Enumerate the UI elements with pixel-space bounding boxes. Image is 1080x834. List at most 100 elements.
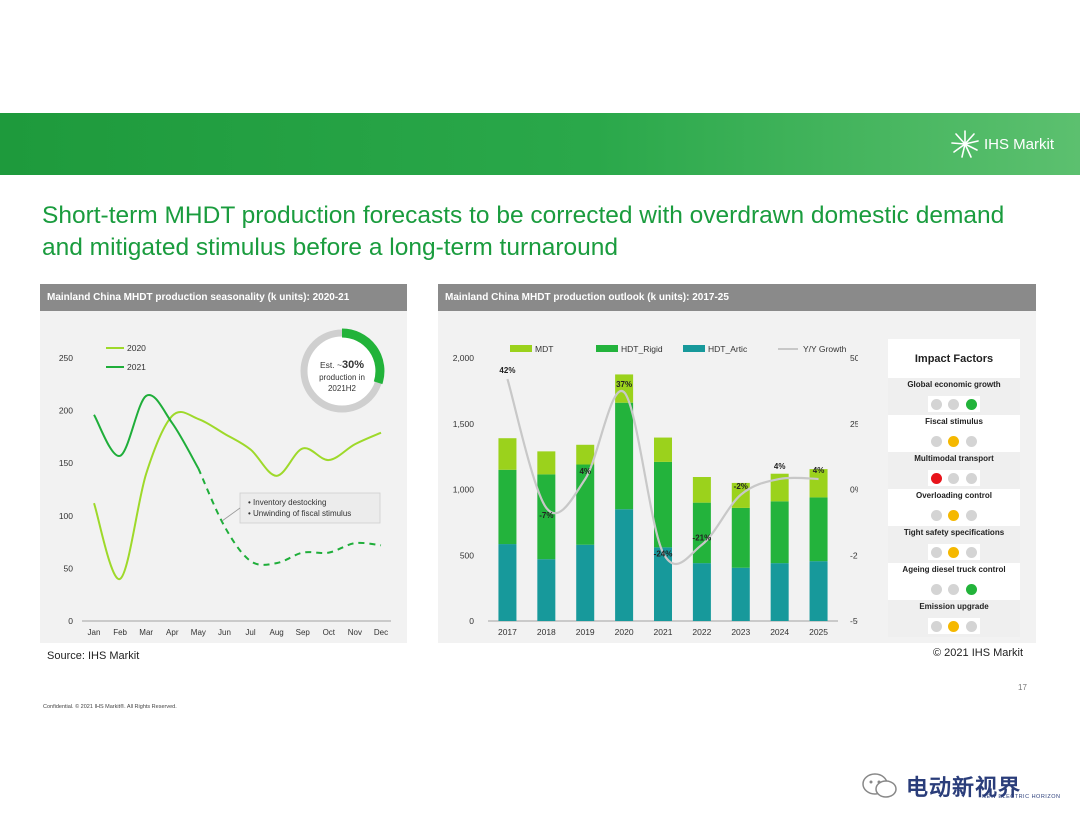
source-note: Source: IHS Markit — [47, 650, 140, 662]
light-green-icon — [965, 546, 977, 558]
x-tick-label: Jun — [218, 628, 231, 637]
y-tick-label: 50 — [64, 563, 74, 573]
bar-hdt-rigid — [576, 464, 595, 545]
brand-name: IHS Markit — [983, 135, 1054, 153]
impact-factor-label: Emission upgrade — [919, 602, 989, 611]
slide-title: Short-term MHDT production forecasts to … — [42, 202, 1005, 261]
bar-hdt-artic — [576, 544, 595, 621]
yoy-data-label: -7% — [539, 511, 553, 520]
light-green-icon — [965, 472, 977, 484]
box-annotation-item: • Inventory destocking — [248, 498, 326, 507]
x-tick-label: 2020 — [615, 627, 634, 637]
x-tick-label: 2022 — [692, 627, 711, 637]
light-yellow-icon — [948, 509, 960, 521]
right-panel-title: Mainland China MHDT production outlook (… — [438, 284, 1036, 311]
yoy-data-label: 42% — [499, 366, 515, 375]
circle-annotation-line1: Est. ~30% — [320, 359, 364, 371]
x-tick-label: Jul — [245, 628, 255, 637]
y2-tick-label: 25% — [850, 419, 858, 429]
light-yellow-icon — [948, 583, 960, 595]
legend-label: 2020 — [127, 343, 146, 353]
light-green-icon — [965, 620, 977, 632]
y-tick-label: 100 — [59, 511, 73, 521]
series-2020-line — [93, 411, 382, 580]
header-banner: IHS Markit — [0, 113, 1080, 175]
page-number: 17 — [1018, 683, 1027, 692]
light-red-icon — [931, 509, 943, 521]
y2-tick-label: -25% — [850, 550, 858, 560]
watermark-subtitle: NEW ELECTRIC HORIZON — [982, 794, 1061, 800]
y-tick-label: 500 — [460, 550, 474, 560]
light-green-icon — [965, 583, 977, 595]
legend-swatch — [596, 345, 618, 352]
x-tick-label: Feb — [113, 628, 127, 637]
impact-factor-label: Overloading control — [915, 491, 992, 500]
light-green-icon — [965, 435, 977, 447]
light-green-icon — [965, 509, 977, 521]
watermark: 电动新视界 — [860, 770, 1021, 802]
x-tick-label: Dec — [374, 628, 388, 637]
y-tick-label: 1,000 — [453, 485, 475, 495]
bar-hdt-rigid — [770, 501, 789, 564]
yoy-data-label: -24% — [654, 550, 673, 559]
confidential-note: Confidential. © 2021 IHS Markit®. All Ri… — [43, 704, 177, 710]
legend-label: HDT_Artic — [708, 344, 748, 354]
bar-hdt-artic — [615, 509, 634, 621]
y-tick-label: 200 — [59, 406, 73, 416]
watermark-text: 电动新视界 — [906, 775, 1022, 800]
traffic-light — [928, 470, 980, 486]
bar-hdt-rigid — [498, 469, 517, 545]
legend-label: MDT — [535, 344, 553, 354]
impact-factors-panel: Impact Factors Global economic growth Fis… — [888, 339, 1020, 637]
x-tick-label: Sep — [296, 628, 311, 637]
light-red-icon — [931, 472, 943, 484]
light-yellow-icon — [948, 435, 960, 447]
light-red-icon — [931, 620, 943, 632]
light-yellow-icon — [948, 546, 960, 558]
bar-hdt-artic — [692, 563, 711, 621]
yoy-growth-line — [506, 378, 819, 566]
seasonality-line-chart: 0 50 100 150 200 250 Jan Feb Mar Apr May Jun Jul Aug S… — [59, 328, 391, 637]
impact-factor-label: Ageing diesel truck control — [902, 565, 1006, 574]
y-tick-label: 250 — [59, 353, 73, 363]
series-2021-actual-line — [93, 394, 200, 469]
x-tick-label: Oct — [323, 628, 336, 637]
y2-tick-label: -50% — [850, 616, 858, 626]
bar-hdt-rigid — [615, 402, 634, 510]
x-tick-label: May — [191, 628, 206, 637]
x-tick-label: Nov — [348, 628, 362, 637]
y-tick-label: 0 — [469, 616, 474, 626]
light-yellow-icon — [948, 398, 960, 410]
x-tick-label: 2019 — [576, 627, 595, 637]
x-tick-label: 2025 — [809, 627, 828, 637]
y-tick-label: 1,500 — [453, 419, 475, 429]
circle-annotation-highlight: 30% — [342, 359, 364, 371]
bar-hdt-artic — [731, 567, 750, 621]
bar-mdt — [537, 451, 556, 475]
light-yellow-icon — [948, 620, 960, 632]
x-tick-label: 2024 — [770, 627, 789, 637]
light-green-icon — [965, 398, 977, 410]
outlook-bar-chart: 0 500 1,000 1,500 2,000 -50% -25% 0% 25% 50% 2017 2… — [453, 344, 871, 637]
traffic-light — [928, 544, 980, 560]
traffic-light — [928, 581, 980, 597]
circle-annotation-arc — [341, 328, 385, 385]
light-yellow-icon — [948, 472, 960, 484]
series-2021-forecast-line — [197, 468, 382, 566]
impact-factor-label: Global economic growth — [907, 380, 1001, 389]
legend-swatch — [510, 345, 532, 352]
traffic-light — [928, 618, 980, 634]
traffic-light — [928, 507, 980, 523]
brand-logo: IHS Markit — [950, 129, 1054, 159]
legend-swatch — [683, 345, 705, 352]
bar-hdt-artic — [654, 547, 672, 621]
bar-hdt-rigid — [537, 474, 556, 560]
bar-mdt — [809, 469, 828, 498]
left-chart-area: 0 50 100 150 200 250 Jan Feb Mar Apr May Jun Jul Aug S… — [40, 311, 407, 643]
light-red-icon — [931, 398, 943, 410]
bar-mdt — [498, 438, 517, 470]
y-tick-label: 0 — [68, 616, 73, 626]
bar-mdt — [615, 374, 634, 403]
light-red-icon — [931, 546, 943, 558]
impact-factor-row: Global economic growth — [888, 378, 1020, 415]
